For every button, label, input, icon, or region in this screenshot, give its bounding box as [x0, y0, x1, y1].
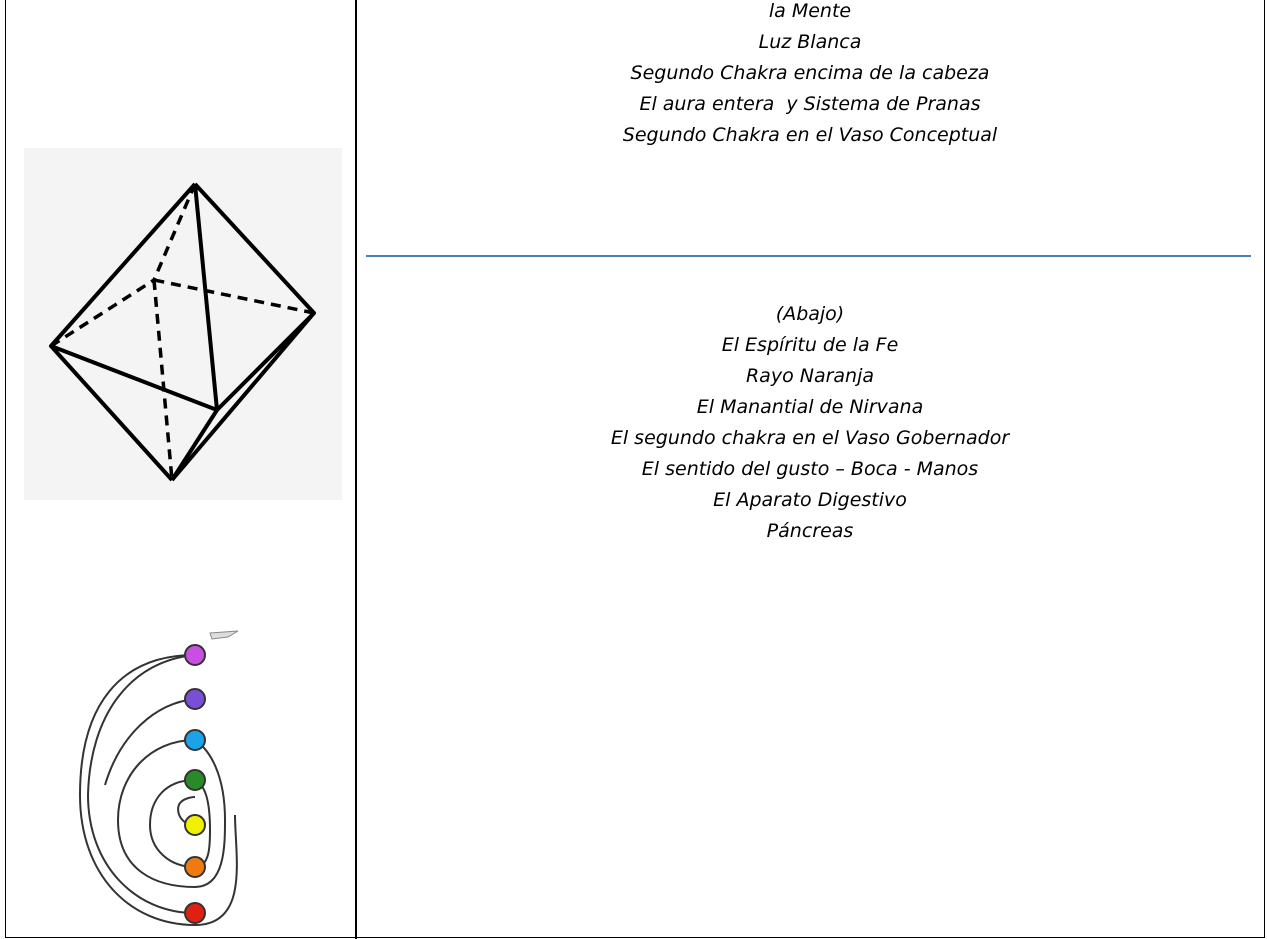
table-border: [5, 0, 1265, 938]
text-line: El segundo chakra en el Vaso Gobernador: [610, 427, 1010, 449]
separator: [366, 255, 1251, 257]
chakra-spiral: [78, 630, 239, 927]
text-line: (Abajo): [775, 303, 845, 325]
text-line: Segundo Chakra encima de la cabeza: [630, 62, 990, 84]
text-line: Segundo Chakra en el Vaso Conceptual: [622, 124, 998, 146]
upper-text: la Mente Luz Blanca Segundo Chakra encima …: [357, 0, 1263, 151]
octahedron: [24, 148, 342, 500]
text-line: El Manantial de Nirvana: [696, 396, 924, 418]
text-line: Luz Blanca: [758, 31, 862, 53]
column-divider: [355, 0, 357, 939]
text-line: El Espíritu de la Fe: [721, 334, 899, 356]
text-line: El aura entera y Sistema de Pranas: [639, 93, 981, 115]
text-line: El sentido del gusto – Boca - Manos: [641, 458, 979, 480]
text-line: la Mente: [768, 0, 852, 22]
text-line: Páncreas: [766, 520, 854, 542]
text-line: El Aparato Digestivo: [713, 489, 907, 511]
text-line: Rayo Naranja: [745, 365, 875, 387]
lower-text: (Abajo) El Espíritu de la Fe Rayo Naranja E…: [357, 299, 1263, 547]
